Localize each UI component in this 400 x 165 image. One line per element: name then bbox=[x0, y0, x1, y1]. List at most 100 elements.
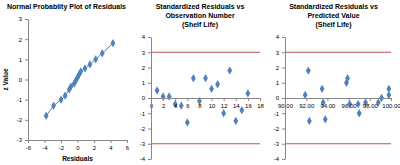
tick: -4 bbox=[42, 140, 48, 151]
tick-mark bbox=[148, 98, 151, 99]
chart: Normal Probablity Plot of Residuals -6 -4 -… bbox=[2, 3, 130, 162]
tick-mark bbox=[282, 129, 285, 130]
y-axis: -4-3-2-101234 bbox=[140, 34, 152, 162]
tick-mark bbox=[25, 140, 28, 141]
tick-label: 10 bbox=[209, 103, 216, 109]
tick-mark bbox=[25, 80, 28, 81]
reference-line bbox=[285, 52, 391, 53]
tick-label: -2 bbox=[274, 126, 280, 132]
tick: 2 bbox=[162, 98, 166, 109]
tick-mark bbox=[148, 68, 151, 69]
tick: 4 bbox=[109, 140, 113, 151]
tick-label: -2 bbox=[59, 145, 65, 151]
chart-canvas: Normal Probablity Plot of Residuals -6 -4 -… bbox=[0, 0, 400, 165]
tick-label: 4 bbox=[142, 34, 146, 40]
series-line bbox=[46, 43, 113, 116]
tick: -4 bbox=[140, 156, 151, 162]
tick: -3 bbox=[140, 141, 151, 147]
tick-mark bbox=[148, 129, 151, 130]
tick-label: 2 bbox=[142, 65, 146, 71]
tick: 1 bbox=[19, 57, 28, 63]
tick-label: 2 bbox=[276, 65, 280, 71]
tick-label: 0 bbox=[76, 145, 80, 151]
tick-label: 4 bbox=[109, 145, 113, 151]
tick-mark bbox=[224, 98, 225, 101]
tick-mark bbox=[260, 98, 261, 101]
chart-title: Normal Probablity Plot of Residuals bbox=[7, 3, 126, 11]
tick-mark bbox=[45, 140, 46, 143]
axis-line bbox=[286, 98, 392, 99]
tick-label: -1 bbox=[17, 97, 23, 103]
tick-mark bbox=[148, 52, 151, 53]
data-point bbox=[161, 92, 166, 100]
plot-area bbox=[44, 39, 116, 120]
data-point bbox=[233, 117, 238, 125]
chart-title: (Shelf Life) bbox=[182, 21, 218, 29]
tick: 0 bbox=[276, 95, 285, 101]
chart-title: Standardized Residuals vs bbox=[289, 3, 378, 10]
data-point bbox=[303, 91, 308, 99]
tick-mark bbox=[148, 159, 151, 160]
tick-label: -3 bbox=[17, 137, 23, 143]
tick-mark bbox=[282, 144, 285, 145]
tick-mark bbox=[148, 83, 151, 84]
tick: 3 bbox=[276, 50, 285, 56]
data-point bbox=[155, 86, 160, 94]
chart: Standardized Residuals vsPredicted Value… bbox=[274, 3, 400, 162]
tick: 2 bbox=[142, 65, 151, 71]
chart: Standardized Residuals vs Observation Num… bbox=[140, 3, 265, 162]
tick-label: -4 bbox=[140, 156, 146, 162]
tick-mark bbox=[370, 98, 371, 101]
data-point bbox=[63, 91, 68, 99]
tick-mark bbox=[248, 98, 249, 101]
data-point bbox=[307, 117, 312, 125]
data-point bbox=[357, 109, 362, 117]
tick: 18 bbox=[257, 98, 264, 109]
tick-label: 1 bbox=[276, 80, 280, 86]
data-point bbox=[167, 92, 172, 100]
tick-label: -2 bbox=[17, 117, 23, 123]
tick: 96.00 bbox=[342, 98, 358, 109]
data-point bbox=[345, 74, 350, 82]
tick-mark bbox=[163, 98, 164, 101]
tick-label: 94.00 bbox=[320, 103, 336, 109]
tick-label: 18 bbox=[257, 103, 264, 109]
tick-mark bbox=[199, 98, 200, 101]
tick-label: 6 bbox=[126, 145, 130, 151]
x-axis: 90.0092.0094.0096.0098.00100.00 bbox=[278, 98, 400, 109]
chart-title: Observation Number bbox=[165, 12, 235, 19]
tick-label: -2 bbox=[140, 126, 146, 132]
chart-title: Standardized Residuals vs bbox=[156, 3, 245, 10]
tick-mark bbox=[148, 144, 151, 145]
axis-line bbox=[151, 38, 152, 160]
x-axis: -6-4-20246 bbox=[26, 140, 130, 151]
tick: 2 bbox=[276, 65, 285, 71]
data-point bbox=[306, 66, 311, 74]
tick-label: 1 bbox=[142, 80, 146, 86]
tick-mark bbox=[282, 159, 285, 160]
tick-mark bbox=[282, 113, 285, 114]
tick: 8 bbox=[198, 98, 202, 109]
tick: 100.00 bbox=[382, 98, 400, 109]
tick: -2 bbox=[274, 126, 285, 132]
tick: 2 bbox=[19, 37, 28, 43]
data-point bbox=[185, 118, 190, 126]
tick: -6 bbox=[26, 140, 32, 151]
data-point bbox=[51, 102, 56, 110]
tick: -2 bbox=[59, 140, 65, 151]
tick-label: -1 bbox=[274, 111, 280, 117]
tick-label: 0 bbox=[19, 77, 23, 83]
tick-mark bbox=[25, 120, 28, 121]
tick: 16 bbox=[245, 98, 252, 109]
tick-label: 16 bbox=[245, 103, 252, 109]
tick-label: 96.00 bbox=[342, 103, 358, 109]
data-point bbox=[215, 80, 220, 88]
tick-mark bbox=[282, 83, 285, 84]
tick-mark bbox=[175, 98, 176, 101]
tick: -4 bbox=[274, 156, 285, 162]
tick-label: 0 bbox=[142, 95, 146, 101]
tick: 4 bbox=[276, 34, 285, 40]
data-point bbox=[203, 74, 208, 82]
tick-label: 100.00 bbox=[382, 103, 400, 109]
tick: 1 bbox=[142, 80, 151, 86]
